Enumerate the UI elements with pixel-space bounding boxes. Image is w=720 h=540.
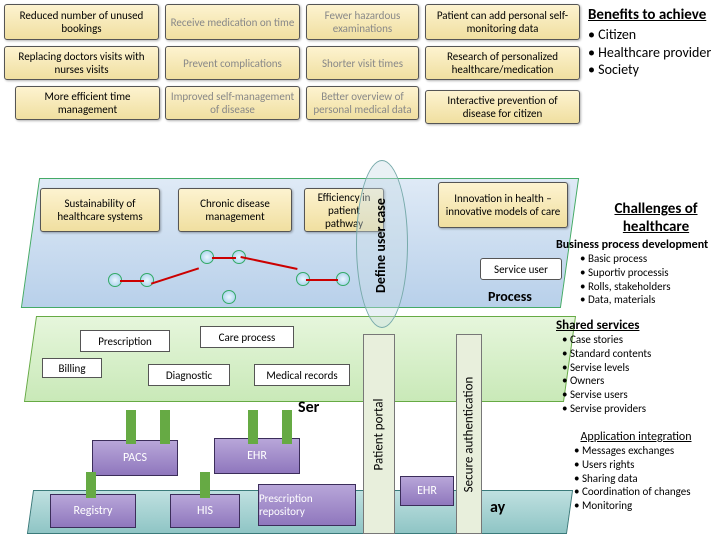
- list-item: • Servise users: [562, 388, 718, 402]
- connector: [86, 472, 96, 498]
- ser-label: Ser: [298, 398, 319, 417]
- benefits-section: Benefits to achieve • Citizen • Healthca…: [588, 6, 718, 79]
- service-box: Billing: [42, 358, 102, 378]
- benefit-box: Receive medication on time: [165, 4, 300, 40]
- list-item: • Society: [588, 61, 718, 79]
- benefit-box: Replacing doctors visits with nurses vis…: [4, 46, 159, 80]
- list-item: • Case stories: [562, 333, 718, 347]
- benefit-box: More efficient time management: [15, 86, 160, 120]
- arrow: [120, 280, 144, 282]
- list-item: • Users rights: [574, 458, 718, 472]
- benefit-box: Improved self-management of disease: [165, 86, 300, 120]
- arrow: [306, 279, 338, 281]
- list-item: • Suportiv processis: [580, 266, 718, 280]
- benefits-list: • Citizen • Healthcare provider • Societ…: [588, 26, 718, 79]
- shared-header: Shared services: [556, 318, 718, 333]
- benefits-header: Benefits to achieve: [588, 6, 718, 24]
- list-item: • Sharing data: [574, 472, 718, 486]
- list-item: • Healthcare provider: [588, 44, 718, 62]
- benefit-box: Better overview of personal medical data: [306, 86, 419, 120]
- service-panel: [24, 316, 576, 402]
- bpd-header: Business process development: [556, 238, 718, 252]
- list-item: • Servise levels: [562, 361, 718, 375]
- patient-portal-col: Patient portal: [363, 334, 395, 534]
- ay-label: ay: [490, 498, 505, 517]
- define-case-wrap: Define user case: [354, 170, 406, 320]
- secure-auth-col: Secure authentication: [456, 334, 482, 534]
- appint-header: Application integration: [554, 430, 718, 444]
- shared-list: • Case stories • Standard contents • Ser…: [562, 333, 718, 416]
- list-item: • Rolls, stakeholders: [580, 280, 718, 294]
- list-item: • Data, materials: [580, 293, 718, 307]
- list-item: • Servise providers: [562, 402, 718, 416]
- shared-section: Shared services • Case stories • Standar…: [556, 318, 718, 416]
- bpd-list: • Basic process • Suportiv processis • R…: [580, 252, 718, 307]
- connector: [160, 410, 170, 444]
- list-item: • Owners: [562, 374, 718, 388]
- service-box: Diagnostic: [148, 364, 230, 386]
- connector: [200, 472, 210, 498]
- secure-auth-label: Secure authentication: [462, 376, 477, 492]
- service-box: Care process: [200, 326, 294, 348]
- app-box: Prescription repository: [258, 484, 356, 526]
- benefit-box: Shorter visit times: [306, 46, 419, 80]
- service-box: Medical records: [254, 364, 350, 386]
- list-item: • Citizen: [588, 26, 718, 44]
- connector: [282, 410, 292, 444]
- benefit-box: Reduced number of unused bookings: [4, 4, 159, 40]
- list-item: • Messages exchanges: [574, 444, 718, 458]
- patient-portal-label: Patient portal: [372, 398, 387, 470]
- list-item: • Monitoring: [574, 499, 718, 513]
- challenge-box: Chronic disease management: [178, 188, 292, 232]
- service-box: Prescription: [80, 330, 170, 352]
- appint-list: • Messages exchanges • Users rights • Sh…: [574, 444, 718, 513]
- list-item: • Coordination of changes: [574, 485, 718, 499]
- benefit-box: Research of personalized healthcare/medi…: [425, 46, 580, 80]
- challenges-header: Challenges of healthcare: [594, 200, 718, 236]
- challenge-box: Sustainability of healthcare systems: [40, 188, 160, 232]
- arrow: [212, 257, 236, 259]
- app-box: PACS: [92, 440, 178, 476]
- challenge-box: Innovation in health – innovative models…: [438, 182, 568, 228]
- app-box: HIS: [170, 494, 240, 528]
- benefit-box: Patient can add personal self-monitoring…: [425, 4, 580, 40]
- process-label: Process: [488, 288, 532, 305]
- app-box: Registry: [50, 494, 136, 528]
- list-item: • Basic process: [580, 252, 718, 266]
- connector: [248, 410, 258, 444]
- connector: [126, 410, 136, 444]
- process-node: [222, 290, 236, 304]
- benefit-box: Fewer hazardous examinations: [306, 4, 419, 40]
- benefit-box: Prevent complications: [165, 46, 300, 80]
- bpd-section: Business process development • Basic pro…: [556, 238, 718, 307]
- process-node: [336, 272, 350, 286]
- list-item: • Standard contents: [562, 347, 718, 361]
- appint-section: Application integration • Messages excha…: [554, 430, 718, 513]
- app-box: EHR: [400, 476, 454, 506]
- define-case-label: Define user case: [372, 198, 389, 293]
- challenges-section: Challenges of healthcare: [594, 200, 718, 236]
- benefit-box: Interactive prevention of disease for ci…: [425, 90, 580, 124]
- service-user-box: Service user: [480, 258, 562, 280]
